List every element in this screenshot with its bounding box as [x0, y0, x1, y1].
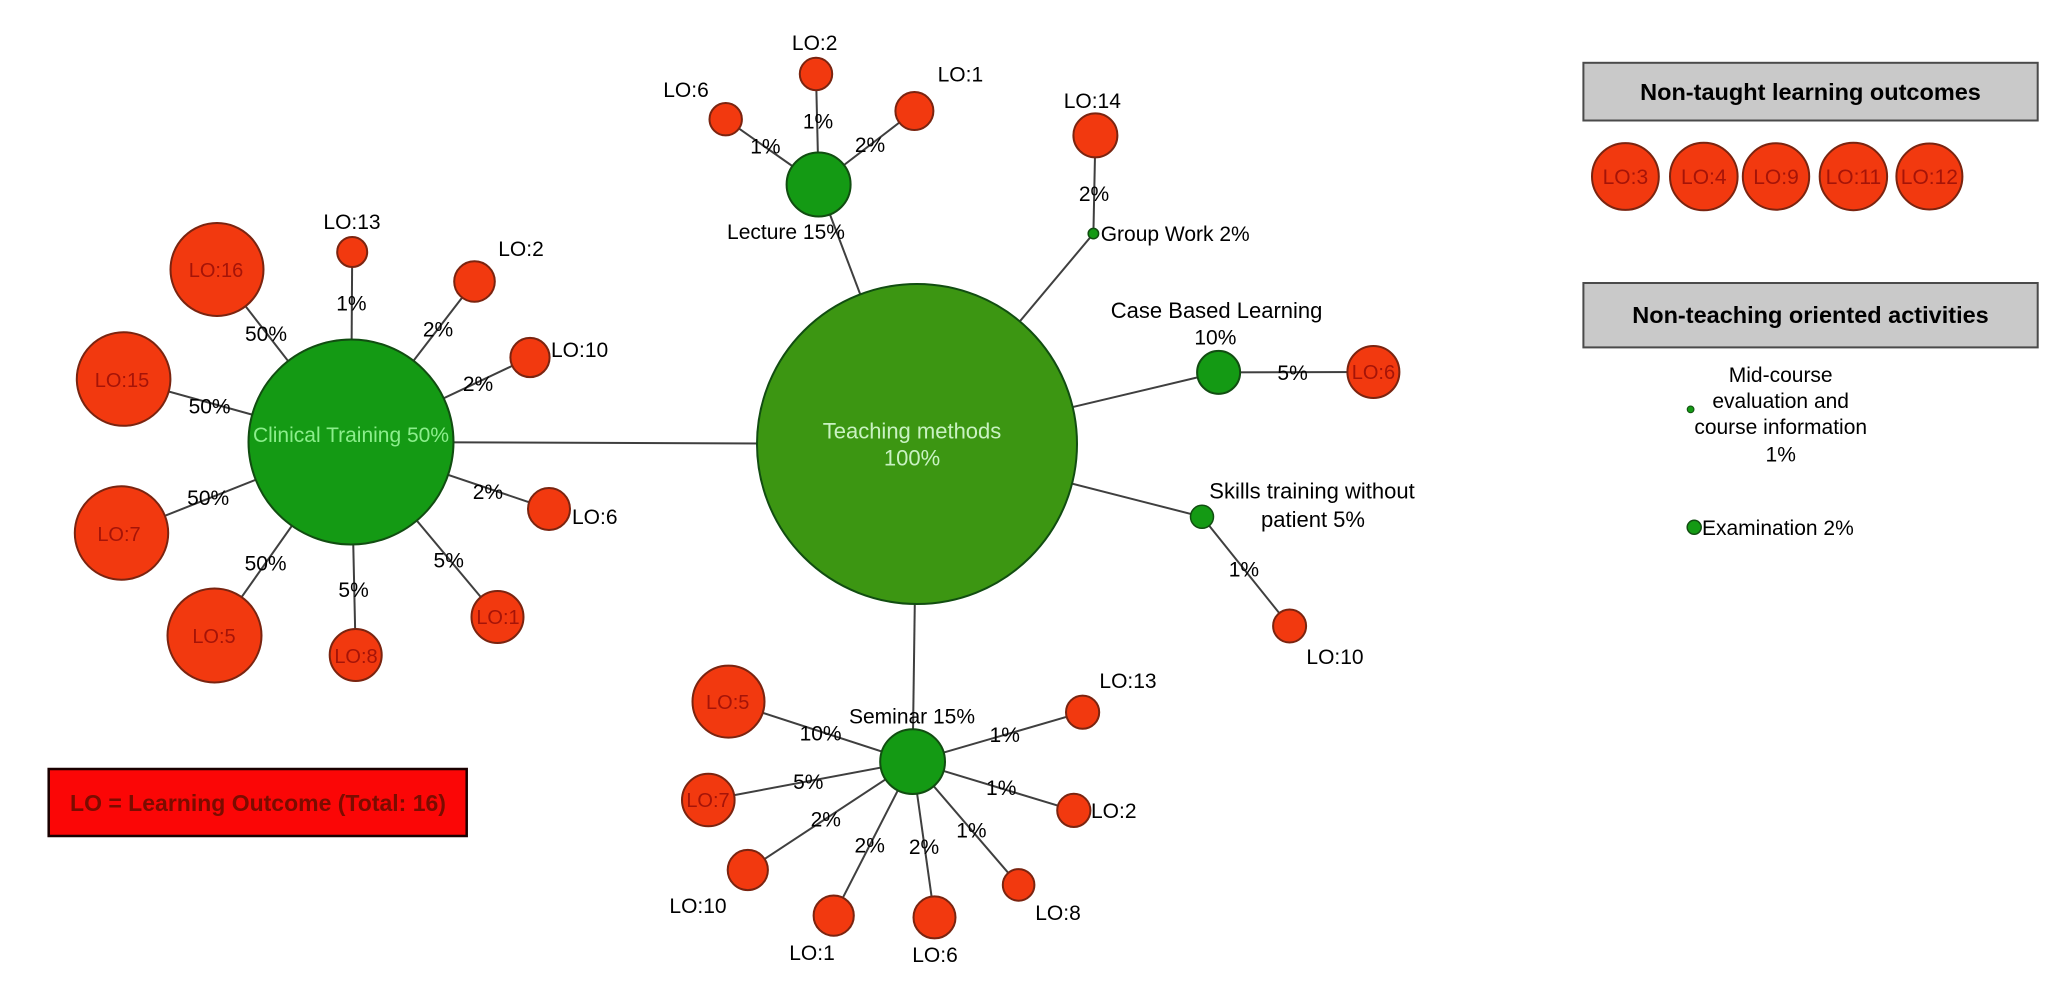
svg-text:50%: 50% [187, 487, 229, 510]
svg-text:50%: 50% [245, 323, 287, 346]
svg-text:LO:6: LO:6 [572, 506, 618, 529]
svg-text:LO:5: LO:5 [706, 692, 749, 714]
svg-text:LO:1: LO:1 [789, 942, 835, 965]
svg-text:LO:4: LO:4 [1681, 166, 1727, 189]
svg-text:Seminar 15%: Seminar 15% [849, 706, 975, 729]
svg-text:LO:2: LO:2 [498, 238, 544, 261]
svg-text:LO:11: LO:11 [1826, 166, 1882, 189]
svg-text:5%: 5% [793, 771, 823, 794]
svg-text:Skills training without: Skills training without [1209, 479, 1414, 504]
svg-text:2%: 2% [811, 808, 841, 831]
svg-text:LO:13: LO:13 [1099, 670, 1156, 693]
svg-text:1%: 1% [986, 777, 1016, 800]
svg-text:2%: 2% [423, 319, 453, 342]
svg-text:LO:2: LO:2 [1091, 800, 1137, 823]
svg-text:LO:8: LO:8 [1035, 902, 1081, 925]
svg-text:10%: 10% [800, 722, 842, 745]
svg-text:2%: 2% [463, 373, 493, 396]
svg-text:1%: 1% [1766, 443, 1796, 466]
svg-text:Lecture 15%: Lecture 15% [727, 221, 845, 244]
svg-text:1%: 1% [336, 293, 366, 316]
svg-text:1%: 1% [990, 724, 1020, 747]
svg-text:LO:8: LO:8 [334, 646, 377, 668]
svg-text:LO:10: LO:10 [551, 339, 608, 362]
svg-text:5%: 5% [1277, 362, 1307, 385]
svg-text:Teaching methods: Teaching methods [823, 419, 1002, 444]
svg-text:LO:15: LO:15 [95, 370, 149, 392]
svg-text:100%: 100% [884, 446, 940, 471]
svg-text:2%: 2% [1079, 183, 1109, 206]
svg-text:LO:7: LO:7 [686, 790, 729, 812]
svg-text:1%: 1% [1229, 558, 1259, 581]
svg-text:LO:6: LO:6 [663, 79, 709, 102]
svg-text:2%: 2% [855, 835, 885, 858]
svg-text:Non-taught learning outcomes: Non-taught learning outcomes [1640, 79, 1981, 105]
svg-text:5%: 5% [434, 550, 464, 573]
svg-text:LO = Learning Outcome (Total:: LO = Learning Outcome (Total: 16) [70, 790, 446, 816]
svg-text:Non-teaching oriented activiti: Non-teaching oriented activities [1632, 302, 1988, 328]
svg-text:Mid-course: Mid-course [1729, 364, 1833, 387]
svg-text:LO:1: LO:1 [938, 64, 984, 87]
svg-text:LO:9: LO:9 [1753, 166, 1799, 189]
svg-text:LO:10: LO:10 [1306, 646, 1363, 669]
svg-text:2%: 2% [909, 836, 939, 859]
svg-text:Case Based Learning: Case Based Learning [1111, 298, 1323, 323]
svg-text:LO:3: LO:3 [1603, 166, 1649, 189]
svg-text:1%: 1% [956, 820, 986, 843]
svg-text:LO:6: LO:6 [912, 944, 958, 967]
svg-text:patient 5%: patient 5% [1261, 507, 1365, 532]
svg-text:10%: 10% [1194, 327, 1236, 350]
svg-text:LO:14: LO:14 [1064, 90, 1122, 113]
svg-text:1%: 1% [803, 110, 833, 133]
svg-text:2%: 2% [855, 134, 885, 157]
svg-text:LO:7: LO:7 [97, 524, 140, 546]
svg-text:5%: 5% [338, 579, 368, 602]
svg-text:LO:10: LO:10 [669, 895, 726, 918]
svg-text:Examination 2%: Examination 2% [1702, 517, 1854, 540]
svg-text:LO:5: LO:5 [192, 626, 235, 648]
svg-text:Group Work 2%: Group Work 2% [1101, 223, 1250, 246]
svg-text:LO:6: LO:6 [1352, 362, 1395, 384]
svg-text:Clinical Training 50%: Clinical Training 50% [253, 424, 449, 447]
svg-text:50%: 50% [245, 553, 287, 576]
svg-text:LO:2: LO:2 [792, 32, 838, 55]
svg-text:2%: 2% [473, 481, 503, 504]
svg-text:LO:12: LO:12 [1901, 166, 1958, 189]
svg-text:course information: course information [1694, 416, 1867, 439]
svg-text:LO:1: LO:1 [476, 607, 519, 629]
svg-text:LO:13: LO:13 [323, 211, 380, 234]
svg-text:evaluation and: evaluation and [1712, 390, 1849, 413]
svg-text:50%: 50% [189, 396, 231, 419]
svg-text:LO:16: LO:16 [189, 260, 243, 282]
svg-text:1%: 1% [750, 136, 780, 159]
